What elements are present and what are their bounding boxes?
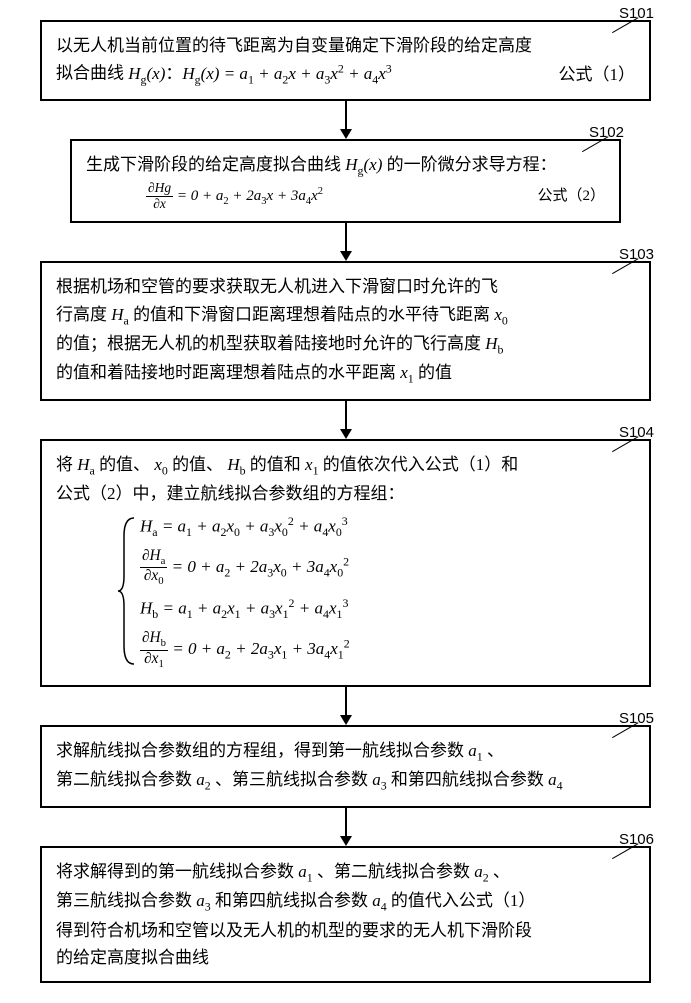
s102-l1b: 的一阶微分求导方程： [387, 155, 557, 174]
s106-a4: a4 [372, 891, 386, 910]
step-s105: S105 求解航线拟合参数组的方程组，得到第一航线拟合参数 a1 、 第二航线拟… [40, 725, 651, 808]
s106-l2b: 和第四航线拟合参数 [215, 891, 368, 910]
step-s103: S103 根据机场和空管的要求获取无人机进入下滑窗口时允许的飞 行高度 Ha 的… [40, 261, 651, 401]
s104-x0: x0 [154, 455, 172, 474]
arrow-1 [10, 101, 681, 139]
s104-x1: x1 [305, 455, 323, 474]
step-s106: S106 将求解得到的第一航线拟合参数 a1 、第二航线拟合参数 a2 、 第三… [40, 846, 651, 983]
eq-1: Ha = a1 + a2x0 + a3x02 + a4x03 [140, 512, 350, 542]
eq-4: ∂Hb∂x1 = 0 + a2 + 2a3x1 + 3a4x12 [140, 630, 350, 671]
s105-a4: a4 [548, 770, 562, 789]
s104-l1a: 将 [56, 455, 73, 474]
s104-l1e: 的值依次代入公式（1）和 [323, 455, 519, 474]
s106-l1b: 、第二航线拟合参数 [317, 862, 470, 881]
s104-Hb: Hb [227, 455, 249, 474]
s104-l2: 公式（2）中，建立航线拟合参数组的方程组： [56, 480, 635, 507]
s102-formula-label: 公式（2） [537, 184, 605, 208]
s104-eq-system: Ha = a1 + a2x0 + a3x02 + a4x03 ∂Ha∂x0 = … [56, 508, 635, 675]
s103-x0: x0 [494, 305, 508, 324]
s105-l2a: 第二航线拟合参数 [56, 770, 192, 789]
s103-l1: 根据机场和空管的要求获取无人机进入下滑窗口时允许的飞 [56, 273, 635, 300]
step-s101: S101 以无人机当前位置的待飞距离为自变量确定下滑阶段的给定高度 拟合曲线 H… [40, 20, 651, 101]
s103-Ha: Ha [111, 305, 133, 324]
s105-l2c: 和第四航线拟合参数 [391, 770, 544, 789]
s105-l1e: 、 [487, 741, 504, 760]
s103-x1: x1 [400, 363, 414, 382]
s102-formula-row: ∂Hg∂x = 0 + a2 + 2a3x + 3a4x2 公式（2） [86, 181, 605, 212]
s101-formula-label: 公式（1） [559, 61, 636, 88]
s106-a1: a1 [298, 862, 317, 881]
s102-hg: Hg(x) [345, 155, 386, 174]
s105-a2: a2 [196, 770, 210, 789]
s106-l2c: 的值代入公式（1） [391, 891, 536, 910]
s103-l2: 行高度 Ha 的值和下滑窗口距离理想着陆点的水平待飞距离 x0 [56, 301, 635, 330]
step-s102: S102 生成下滑阶段的给定高度拟合曲线 Hg(x) 的一阶微分求导方程： ∂H… [70, 139, 621, 223]
s105-a1: a1 [468, 741, 482, 760]
s103-l2b: 的值和下滑窗口距离理想着陆点的水平待飞距离 [133, 305, 490, 324]
s104-l1d: 的值和 [250, 455, 301, 474]
s105-l2: 第二航线拟合参数 a2 、第三航线拟合参数 a3 和第四航线拟合参数 a4 [56, 766, 635, 795]
s103-l3a: 的值；根据无人机的机型获取着陆接地时允许的飞行高度 [56, 334, 481, 353]
step-s104: S104 将 Ha 的值、 x0 的值、 Hb 的值和 x1 的值依次代入公式（… [40, 439, 651, 687]
s101-text-line1: 以无人机当前位置的待飞距离为自变量确定下滑阶段的给定高度 [56, 32, 635, 59]
s103-l3: 的值；根据无人机的机型获取着陆接地时允许的飞行高度 Hb [56, 330, 635, 359]
step-label: S101 [619, 2, 654, 26]
step-label: S102 [589, 121, 624, 145]
step-label: S105 [619, 707, 654, 731]
s105-l1: 求解航线拟合参数组的方程组，得到第一航线拟合参数 a1 、 [56, 737, 635, 766]
s102-l1a: 生成下滑阶段的给定高度拟合曲线 [86, 155, 341, 174]
s105-a3: a3 [372, 770, 386, 789]
s103-Hb: Hb [485, 334, 503, 353]
s102-text-line1: 生成下滑阶段的给定高度拟合曲线 Hg(x) 的一阶微分求导方程： [86, 151, 605, 180]
s104-l1: 将 Ha 的值、 x0 的值、 Hb 的值和 x1 的值依次代入公式（1）和 [56, 451, 635, 480]
eq-2: ∂Ha∂x0 = 0 + a2 + 2a3x0 + 3a4x02 [140, 548, 350, 589]
s104-Ha: Ha [77, 455, 99, 474]
s106-a2: a2 [474, 862, 493, 881]
s101-text-line2a: 拟合曲线 [56, 64, 124, 83]
s106-a3: a3 [196, 891, 210, 910]
s101-formula: Hg(x)：Hg(x) = a1 + a2x + a3x2 + a4x3 [128, 64, 392, 83]
s104-l1c: 的值、 [172, 455, 223, 474]
s101-formula-row: 拟合曲线 Hg(x)：Hg(x) = a1 + a2x + a3x2 + a4x… [56, 59, 635, 89]
arrow-3 [10, 401, 681, 439]
arrow-4 [10, 687, 681, 725]
s103-l2a: 行高度 [56, 305, 107, 324]
step-label: S103 [619, 243, 654, 267]
s103-l4: 的值和着陆接地时距离理想着陆点的水平距离 x1 的值 [56, 359, 635, 388]
eq-list: Ha = a1 + a2x0 + a3x02 + a4x03 ∂Ha∂x0 = … [140, 508, 350, 675]
s106-l1a: 将求解得到的第一航线拟合参数 [56, 862, 294, 881]
s103-l4b: 的值 [418, 363, 452, 382]
eq-3: Hb = a1 + a2x1 + a3x12 + a4x13 [140, 594, 350, 624]
brace-icon [116, 508, 140, 675]
s106-l2a: 第三航线拟合参数 [56, 891, 192, 910]
step-label: S106 [619, 828, 654, 852]
s106-l1c: 、 [493, 862, 510, 881]
s103-l4a: 的值和着陆接地时距离理想着陆点的水平距离 [56, 363, 396, 382]
arrow-5 [10, 808, 681, 846]
s106-l2: 第三航线拟合参数 a3 和第四航线拟合参数 a4 的值代入公式（1） [56, 887, 635, 916]
s105-l2b: 、第三航线拟合参数 [215, 770, 368, 789]
s106-l3: 得到符合机场和空管以及无人机的机型的要求的无人机下滑阶段 [56, 917, 635, 944]
s105-l1a: 求解航线拟合参数组的方程组，得到第一航线拟合参数 [56, 741, 464, 760]
s106-l4: 的给定高度拟合曲线 [56, 944, 635, 971]
arrow-2 [10, 223, 681, 261]
s102-formula: ∂Hg∂x = 0 + a2 + 2a3x + 3a4x2 [146, 181, 323, 212]
s106-l1: 将求解得到的第一航线拟合参数 a1 、第二航线拟合参数 a2 、 [56, 858, 635, 887]
step-label: S104 [619, 421, 654, 445]
s104-l1b: 的值、 [99, 455, 150, 474]
